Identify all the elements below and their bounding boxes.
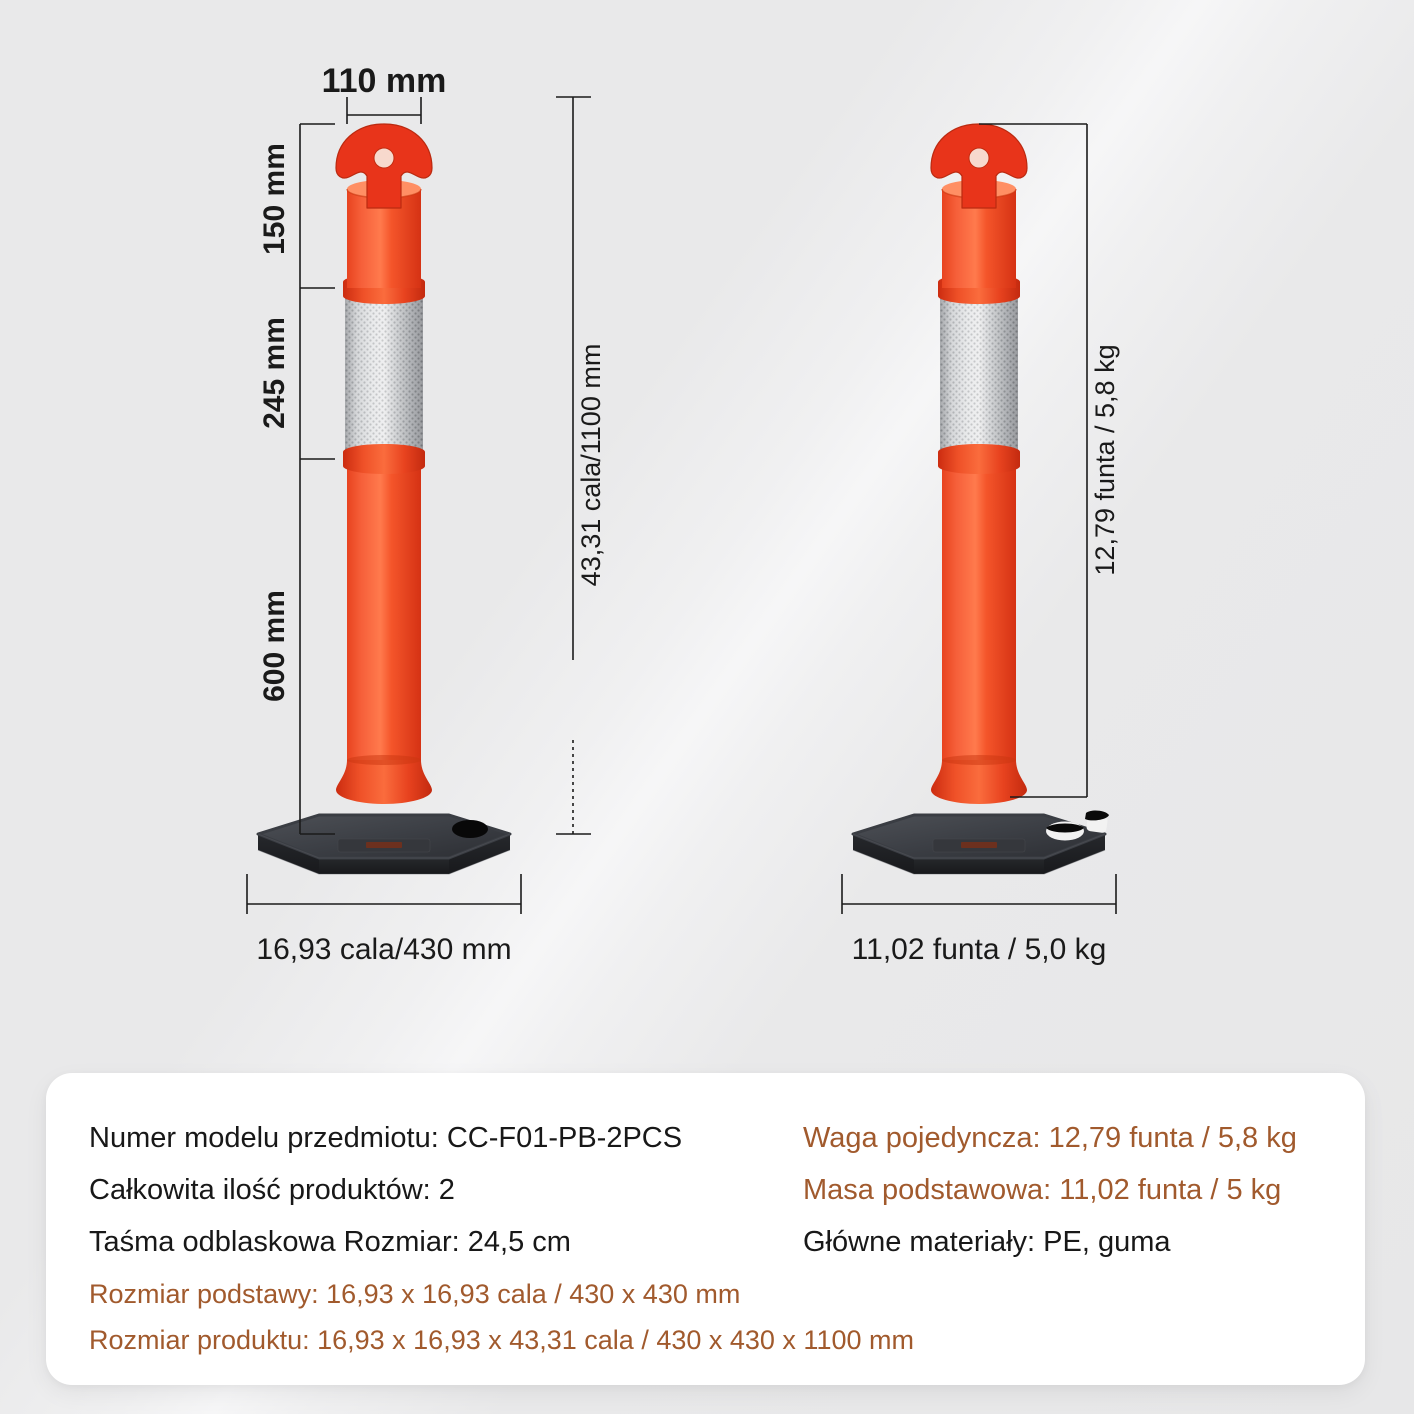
svg-text:43,31 cala/1100 mm: 43,31 cala/1100 mm (576, 344, 606, 587)
svg-text:11,02 funta / 5,0 kg: 11,02 funta / 5,0 kg (852, 933, 1107, 966)
svg-text:150 mm: 150 mm (258, 143, 291, 255)
svg-text:600 mm: 600 mm (258, 590, 291, 702)
svg-text:245 mm: 245 mm (258, 317, 291, 429)
svg-text:12,79 funta / 5,8 kg: 12,79 funta / 5,8 kg (1090, 344, 1120, 575)
svg-text:16,93 cala/430 mm: 16,93 cala/430 mm (256, 933, 511, 966)
svg-text:110 mm: 110 mm (322, 62, 447, 100)
